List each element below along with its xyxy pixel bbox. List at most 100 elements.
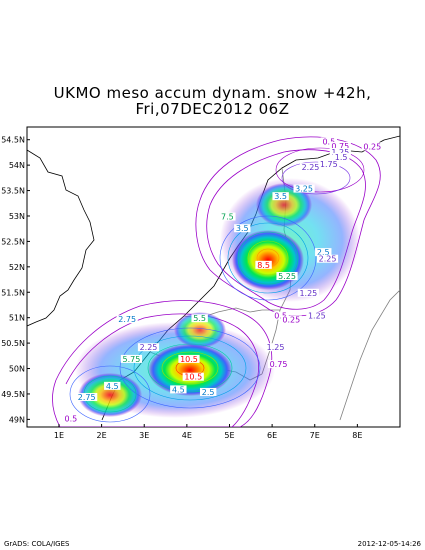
contour-label: 3.5 [274,192,287,201]
contour-label: 0.75 [331,142,349,151]
lat-label: 53.5N [1,187,25,196]
contour-label: 10.5 [184,373,202,382]
map-content: 0.250.50.751.251.51.752.253.253.57.53.52… [27,135,400,427]
contour-label-bg [315,248,332,257]
contour-label-bg [76,393,98,402]
contour-ring [161,351,219,385]
contour-label: 0.5 [65,414,78,423]
contour-label-bg [199,387,217,396]
contour-ring [147,343,233,393]
latitude-axis: 54.5N 54N 53.5N 53N 52.5N 52N 51.5N 51N 50.5N 50N… [1,136,30,424]
contour-label-bg [182,372,204,381]
border-east [339,289,400,421]
lon-label: 5E [224,431,234,440]
contour-label-bg [191,314,208,323]
contour-label-bg [62,414,80,423]
contour-label-bg [297,288,319,297]
lat-label: 54N [9,161,25,170]
contour-label: 2.5 [202,388,215,397]
contour-label: 1.25 [299,289,317,298]
contour-label-bg [329,141,351,150]
lon-label: 6E [267,431,277,440]
contour-label: 0.5 [322,137,335,146]
contour-label-bg [329,147,351,156]
contour-label: 0.5 [274,312,287,321]
contour-label-bg [318,160,340,169]
contour-label: 8.5 [257,261,270,270]
contour-label: 1.25 [308,312,326,321]
contour-label-bg [299,163,322,172]
lat-label: 50.5N [1,339,25,348]
contour-label-bg [320,137,338,146]
contour-label: 2.5 [317,248,330,257]
contour-label-layer: 0.250.50.751.251.51.752.253.253.57.53.52… [62,137,383,423]
contour-label: 5.75 [123,355,141,364]
lon-label: 1E [54,431,64,440]
lat-label: 51.5N [1,288,25,297]
contour-label-bg [280,315,302,324]
contour-label-bg [178,354,200,363]
contour-label-bg [137,343,160,352]
contour-label-bg [267,359,290,368]
contour-label: 1.25 [331,148,349,157]
contour-label-bg [293,184,315,193]
contour-label-bg [104,381,121,390]
contour-label: 0.25 [282,316,300,325]
lat-label: 49.5N [1,390,25,399]
lon-label: 7E [310,431,320,440]
snow-contours [52,136,381,427]
contour-label-bg [332,153,350,162]
contour-label: 2.75 [118,315,136,324]
contour-label-bg [306,311,328,320]
contour-label-bg [272,192,289,201]
lon-label: 4E [182,431,192,440]
snow-core-west [78,373,142,417]
contour-ring [219,215,317,301]
contour-label-bg [120,354,143,363]
contour-ring [275,147,365,193]
contour-label-bg [170,385,187,394]
outer-contour-south [52,300,273,427]
lat-label: 53N [9,212,25,221]
contour-ring [237,231,299,285]
contour-label: 3.5 [236,224,249,233]
lat-label: 52N [9,263,25,272]
lon-label: 8E [352,431,362,440]
map-title-line2: Fri,07DEC2012 06Z [135,100,290,118]
contour-label: 7.5 [221,213,234,222]
contour-label: 2.25 [140,343,158,352]
contour-ring [119,327,261,409]
contour-label: 10.5 [180,355,198,364]
contour-label: 2.75 [78,393,96,402]
contour-label: 1.5 [335,153,348,162]
lat-label: 51N [9,314,25,323]
contour-label-bg [219,212,236,221]
contour-ring [247,240,289,276]
contour-label-bg [264,343,287,352]
contour-label: 0.25 [363,142,381,151]
lat-label: 54.5N [1,136,25,145]
contour-label: 4.5 [106,382,119,391]
contour-label: 3.25 [295,185,313,194]
contour-ring [69,365,151,423]
contour-ring [133,335,247,401]
lat-label: 52.5N [1,237,25,246]
contour-label-bg [234,224,251,233]
contour-label-bg [116,315,138,324]
snow-core-belgium [148,344,232,396]
contour-label: 1.25 [267,343,285,352]
contour-label-bg [316,254,339,263]
contour-label-bg [276,272,298,281]
uk-coastline [27,149,95,327]
lat-label: 49N [9,415,25,424]
contour-label: 5.25 [278,272,296,281]
lon-label: 3E [139,431,149,440]
contour-label-bg [272,311,289,320]
contour-label: 5.5 [193,314,206,323]
footer-credit: GrADS: COLA/IGES [4,540,70,548]
contour-label: 1.75 [320,160,338,169]
contour-label-bg [255,260,272,269]
contour-ring [281,161,351,195]
map-title-line1: UKMO meso accum dynam. snow +42h, [53,84,372,102]
